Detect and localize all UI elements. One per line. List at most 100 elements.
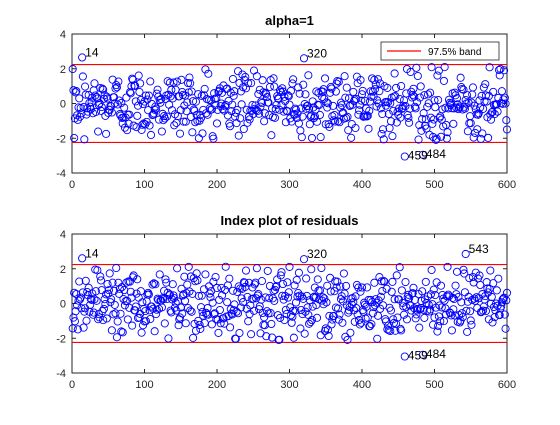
data-point: [295, 89, 304, 98]
data-point: [280, 92, 289, 101]
data-point: [278, 84, 287, 93]
x-tick-label: 0: [69, 179, 75, 191]
data-point: [110, 300, 119, 309]
data-point: [181, 296, 190, 305]
data-point: [363, 111, 372, 120]
data-point: [287, 318, 296, 327]
data-point: [258, 76, 267, 85]
data-point: [465, 307, 475, 316]
data-point: [91, 107, 100, 116]
data-point: [136, 79, 145, 88]
data-point: [132, 289, 141, 298]
data-point: [433, 71, 442, 80]
data-point: [234, 131, 243, 140]
data-point: [378, 109, 387, 119]
data-point: [201, 65, 210, 74]
data-point: [291, 105, 301, 114]
x-tick-label: 0: [69, 379, 75, 391]
data-point: [426, 290, 435, 299]
data-point: [404, 113, 413, 122]
data-point: [297, 292, 306, 301]
data-point: [435, 113, 444, 122]
data-point: [204, 310, 213, 319]
data-point: [239, 298, 248, 307]
data-point: [113, 100, 122, 109]
data-point: [317, 263, 326, 273]
data-point: [357, 283, 367, 292]
data-point: [196, 113, 206, 122]
data-point: [304, 71, 313, 80]
data-point: [415, 93, 425, 102]
data-point: [225, 122, 235, 131]
data-point: [375, 87, 384, 96]
data-point: [196, 303, 206, 312]
data-point: [327, 320, 336, 329]
data-point: [107, 326, 116, 335]
point-annotation: 320: [307, 46, 327, 60]
point-annotation: 14: [85, 45, 99, 59]
data-point: [308, 302, 317, 311]
data-point: [323, 281, 332, 290]
y-tick-label: 4: [60, 229, 66, 241]
data-point: [456, 73, 465, 82]
data-point: [102, 314, 111, 323]
data-point: [270, 285, 280, 295]
data-point: [170, 121, 179, 130]
data-point: [502, 125, 512, 134]
data-point: [114, 77, 123, 86]
data-point: [395, 95, 404, 104]
data-point: [323, 99, 332, 108]
data-point: [216, 319, 225, 328]
data-point: [315, 286, 325, 295]
data-point: [247, 330, 256, 339]
data-point: [126, 287, 135, 296]
data-point: [306, 318, 315, 327]
data-point: [331, 87, 340, 96]
data-point: [467, 98, 476, 107]
data-point: [296, 324, 305, 333]
data-point: [267, 131, 276, 140]
data-point: [155, 270, 164, 279]
data-point: [494, 274, 503, 283]
data-point: [288, 79, 297, 88]
data-point: [117, 327, 126, 336]
data-point: [104, 286, 114, 295]
data-point: [415, 323, 424, 332]
point-annotation: 484: [426, 347, 446, 361]
data-point: [195, 320, 204, 329]
data-point: [321, 324, 330, 333]
data-point: [363, 283, 372, 292]
data-point: [89, 308, 98, 317]
data-point: [227, 107, 236, 116]
data-point: [122, 278, 131, 287]
data-point: [144, 290, 153, 299]
data-point: [393, 313, 402, 322]
data-point: [161, 275, 170, 284]
data-point: [327, 84, 336, 93]
data-point: [358, 86, 367, 95]
y-tick-label: 2: [60, 64, 66, 76]
data-point: [78, 53, 87, 62]
data-point: [270, 113, 280, 122]
data-point: [380, 277, 389, 286]
data-point: [370, 75, 379, 84]
data-point: [193, 276, 202, 285]
data-point: [138, 99, 148, 109]
data-point: [442, 134, 451, 143]
data-point: [373, 334, 382, 343]
data-point: [473, 110, 483, 119]
data-point: [103, 94, 112, 103]
data-point: [131, 81, 140, 90]
data-point: [426, 305, 435, 314]
data-point: [357, 318, 366, 327]
data-point: [437, 303, 446, 312]
data-point: [167, 85, 176, 94]
data-point: [70, 317, 79, 326]
data-point: [316, 331, 325, 340]
data-point: [99, 304, 108, 313]
data-point: [440, 296, 449, 305]
data-point: [465, 274, 474, 283]
data-point: [413, 71, 422, 81]
data-point: [457, 309, 467, 318]
data-point: [141, 317, 150, 326]
